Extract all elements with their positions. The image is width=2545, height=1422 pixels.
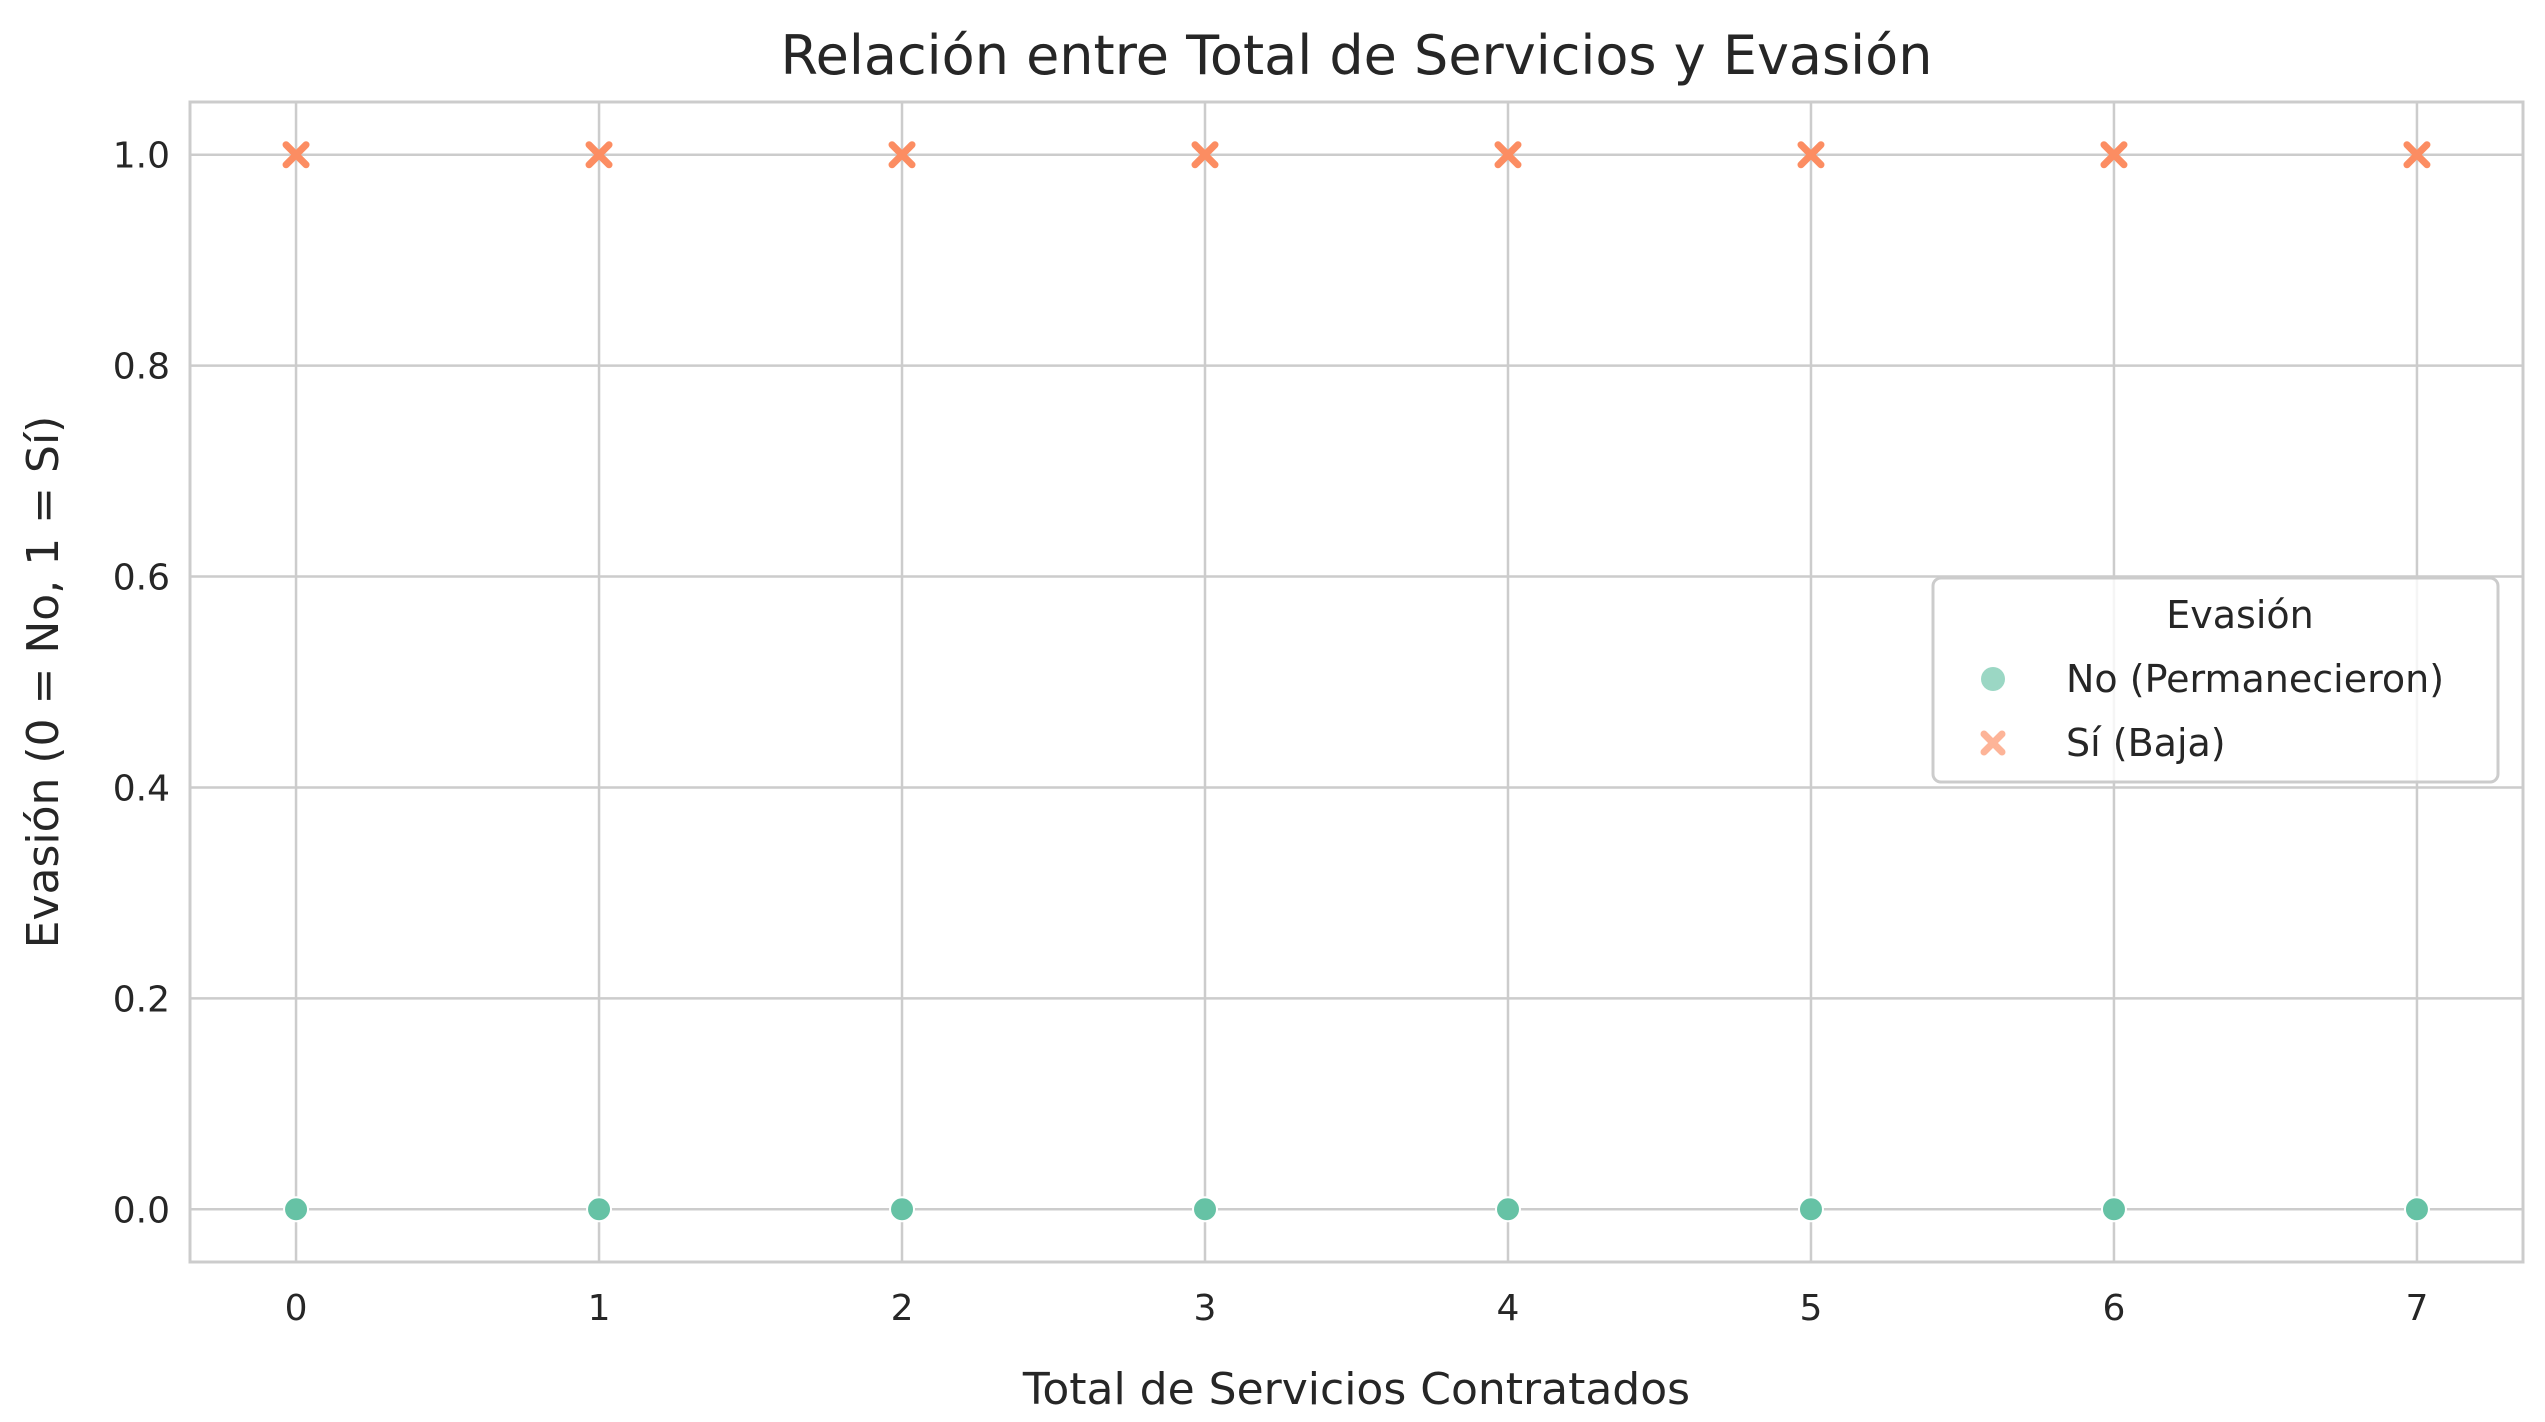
y-tick-label: 1.0 — [113, 136, 170, 177]
x-tick-label: 7 — [2406, 1288, 2429, 1329]
chart-title: Relación entre Total de Servicios y Evas… — [781, 24, 1933, 87]
data-point-series-1 — [888, 141, 916, 169]
y-tick-label: 0.8 — [113, 347, 170, 388]
legend-label: Sí (Baja) — [2066, 721, 2226, 765]
x-tick-label: 2 — [891, 1288, 914, 1329]
data-point-series-0 — [283, 1196, 310, 1223]
data-point-series-0 — [586, 1196, 613, 1223]
data-point-series-1 — [2403, 141, 2431, 169]
x-tick-label: 0 — [285, 1288, 308, 1329]
data-point-series-1 — [1797, 141, 1825, 169]
y-axis-label: Evasión (0 = No, 1 = Sí) — [18, 416, 69, 949]
y-tick-label: 0.6 — [113, 558, 170, 599]
x-tick-label: 1 — [588, 1288, 611, 1329]
x-tick-label: 6 — [2103, 1288, 2126, 1329]
x-tick-label: 4 — [1497, 1288, 1520, 1329]
data-point-series-1 — [2100, 141, 2128, 169]
plot-area — [188, 100, 2525, 1264]
tick-labels: 0 1 2 3 4 5 6 7 0.0 0.2 0.4 0.6 0.8 1.0 — [113, 136, 2429, 1329]
legend: Evasión No (Permanecieron) Sí (Baja) — [1931, 576, 2500, 784]
x-tick-label: 5 — [1800, 1288, 1823, 1329]
data-point-series-0 — [889, 1196, 916, 1223]
data-point-series-0 — [1192, 1196, 1219, 1223]
data-point-series-1 — [282, 141, 310, 169]
data-point-series-0 — [1797, 1196, 1824, 1223]
data-markers — [282, 141, 2431, 1223]
legend-entries: No (Permanecieron) Sí (Baja) — [1980, 657, 2444, 765]
grid-lines — [190, 102, 2523, 1262]
data-point-series-0 — [2403, 1196, 2430, 1223]
x-tick-label: 3 — [1194, 1288, 1217, 1329]
y-tick-label: 0.2 — [113, 979, 170, 1020]
legend-title: Evasión — [2166, 593, 2313, 637]
data-point-series-1 — [585, 141, 613, 169]
legend-box — [1931, 576, 2500, 784]
data-point-series-1 — [1191, 141, 1219, 169]
legend-label: No (Permanecieron) — [2066, 657, 2444, 701]
y-tick-label: 0.4 — [113, 768, 170, 809]
legend-marker-circle — [1981, 667, 2005, 691]
data-point-series-1 — [1494, 141, 1522, 169]
y-tick-label: 0.0 — [113, 1190, 170, 1231]
data-point-series-0 — [2100, 1196, 2127, 1223]
legend-marker-x — [1980, 730, 2006, 756]
x-axis-label: Total de Servicios Contratados — [1022, 1364, 1690, 1415]
data-point-series-0 — [1494, 1196, 1521, 1223]
